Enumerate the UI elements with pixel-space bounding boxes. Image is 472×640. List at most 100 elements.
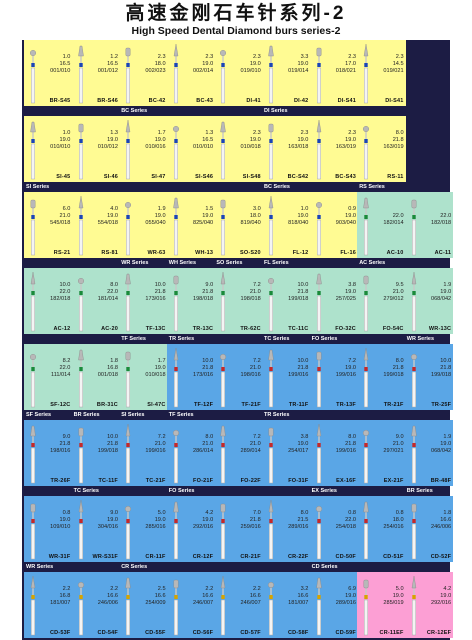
product-card[interactable]: 7.2 21.0 199/016 TC-21F — [119, 420, 168, 486]
product-card[interactable]: 1.5 19.0 825/040 WH-13 — [166, 192, 216, 258]
spec-line: 17.0 — [345, 61, 356, 67]
product-card[interactable]: 8.0 21.8 199/018 TR-21F — [357, 344, 406, 410]
spec-line: 2.2 — [62, 586, 71, 592]
product-card[interactable]: 3.8 19.0 254/017 FO-31F — [262, 420, 311, 486]
product-card[interactable]: 9.0 21.8 198/016 TR-26F — [24, 420, 73, 486]
product-card[interactable]: 9.0 21.0 297/021 EX-21F — [357, 420, 406, 486]
product-card[interactable]: 3.2 16.6 181/007 CD-58F — [262, 572, 311, 638]
product-card[interactable]: 10.0 21.8 199/018 TR-25F — [404, 344, 454, 410]
product-card[interactable]: 4.2 19.0 292/016 CR-12EF — [404, 572, 454, 638]
product-card[interactable]: 1.0 16.5 001/010 BR-S45 — [24, 40, 73, 106]
product-card[interactable]: 0.8 18.0 254/016 CD-51F — [357, 496, 406, 562]
product-card[interactable]: 2.3 19.0 163/018 BC-S42 — [262, 116, 311, 182]
product-card[interactable]: 2.3 19.0 002/014 BC-43 — [166, 40, 216, 106]
product-card[interactable]: 2.3 19.0 010/018 SI-S48 — [214, 116, 263, 182]
product-code: RS-21 — [53, 250, 71, 256]
product-code: AC-20 — [101, 326, 118, 332]
product-card[interactable]: 22.0 182/014 AC-10 — [357, 192, 406, 258]
product-card[interactable]: 9.0 21.8 198/018 TR-13C — [166, 268, 216, 334]
product-card[interactable]: 9.5 21.0 279/012 FO-54C — [357, 268, 406, 334]
product-card[interactable]: 8.2 22.0 111/014 SF-12C — [24, 344, 73, 410]
product-card[interactable]: 2.3 17.0 018/021 DI-S41 — [309, 40, 358, 106]
product-card[interactable]: 1.7 19.0 010/016 SI-47 — [119, 116, 168, 182]
product-card[interactable]: 1.0 19.0 818/040 FL-12 — [262, 192, 311, 258]
spec-line: 199/018 — [97, 448, 118, 454]
bur-icon — [220, 425, 227, 484]
product-card[interactable]: 8.0 21.0 286/014 FO-21F — [166, 420, 216, 486]
product-card[interactable]: 9.0 19.0 304/016 WR-S31F — [71, 496, 120, 562]
product-card[interactable]: 1.7 19.0 010/018 SI-47C — [119, 344, 168, 410]
product-code: TC-21F — [145, 478, 166, 484]
spec-line: 19.0 — [107, 137, 118, 143]
product-card[interactable]: 2.2 16.6 246/007 CD-56F — [166, 572, 216, 638]
product-card[interactable]: 10.0 21.8 199/016 TR-11F — [262, 344, 311, 410]
product-card[interactable]: 2.2 16.6 246/006 CD-54F — [71, 572, 120, 638]
product-card[interactable]: 6.9 19.0 289/016 CD-59F — [309, 572, 358, 638]
product-code: CD-52F — [430, 554, 452, 560]
product-card[interactable]: 3.8 19.0 257/025 FO-32C — [309, 268, 358, 334]
product-card[interactable]: 4.2 19.0 292/016 CR-12F — [166, 496, 216, 562]
product-card[interactable]: 1.3 16.5 010/010 SI-S46 — [166, 116, 216, 182]
product-card[interactable]: 2.5 16.6 254/009 CD-55F — [119, 572, 168, 638]
product-card[interactable]: 0.9 19.0 903/040 FL-16 — [309, 192, 358, 258]
spec-line: 8.0 — [395, 130, 404, 136]
spec-line: 19.0 — [154, 365, 166, 371]
product-card[interactable]: 4.0 19.0 554/018 RS-81 — [71, 192, 120, 258]
product-card[interactable]: 1.9 19.0 068/042 BR-48F — [404, 420, 454, 486]
product-card[interactable]: 10.0 21.8 199/018 TC-11C — [262, 268, 311, 334]
spec-line: 182/018 — [50, 296, 71, 302]
product-card[interactable]: 2.2 16.8 181/007 CD-53F — [24, 572, 73, 638]
product-card[interactable]: 2.2 16.6 246/007 CD-57F — [214, 572, 263, 638]
spec-line: 21.8 — [297, 365, 309, 371]
product-card[interactable]: 10.0 22.0 182/018 AC-12 — [24, 268, 73, 334]
product-card[interactable]: 7.2 21.0 289/014 FO-22F — [214, 420, 263, 486]
spec-line: 16.5 — [202, 137, 214, 143]
product-card[interactable]: 7.2 21.0 198/018 TR-62C — [214, 268, 263, 334]
product-card[interactable]: 1.9 19.0 055/040 WR-63 — [119, 192, 168, 258]
bur-icon — [125, 505, 132, 560]
spec-line: 21.8 — [154, 289, 166, 295]
product-card[interactable]: 5.0 19.0 285/019 CR-11EF — [357, 572, 406, 638]
product-card[interactable]: 8.0 21.5 289/016 CR-22F — [262, 496, 311, 562]
product-card[interactable]: 22.0 182/018 AC-11 — [404, 192, 454, 258]
product-card[interactable]: 3.3 19.0 019/014 DI-42 — [262, 40, 311, 106]
product-card[interactable]: 2.3 19.0 019/010 DI-41 — [214, 40, 263, 106]
product-card[interactable]: 10.0 21.8 199/018 TC-11F — [71, 420, 120, 486]
product-card[interactable]: 8.0 21.8 199/016 EX-16F — [309, 420, 358, 486]
spec-values: 1.8 16.8 001/018 — [86, 358, 118, 379]
product-card[interactable]: 8.0 21.8 163/019 RS-11 — [357, 116, 406, 182]
bur-icon — [30, 199, 36, 256]
product-card[interactable]: 8.0 22.0 181/014 AC-20 — [71, 268, 120, 334]
product-card[interactable]: 0.8 22.0 254/018 CD-50F — [309, 496, 358, 562]
spec-line: 2.2 — [253, 586, 261, 592]
product-code: CR-12EF — [426, 630, 452, 636]
spec-values: 0.8 18.0 254/016 — [372, 510, 404, 531]
product-card[interactable]: 7.2 21.0 198/016 TF-21F — [214, 344, 263, 410]
product-card[interactable]: 1.9 19.0 068/042 WR-13C — [404, 268, 454, 334]
spec-line: 9.0 — [395, 434, 404, 440]
product-card[interactable]: 2.3 18.0 002/023 BC-42 — [119, 40, 168, 106]
product-card[interactable]: 7.0 21.8 259/016 CR-21F — [214, 496, 263, 562]
product-card[interactable]: 1.3 19.0 010/012 SI-46 — [71, 116, 120, 182]
product-card[interactable]: 2.3 19.0 163/019 BC-S43 — [309, 116, 358, 182]
product-card[interactable]: 1.8 16.8 001/018 BR-31C — [71, 344, 120, 410]
product-card[interactable]: 10.0 21.8 173/016 TF-12F — [166, 344, 216, 410]
product-card[interactable]: 2.3 14.5 019/021 DI-S41 — [357, 40, 406, 106]
product-card[interactable]: 3.0 18.0 819/040 SO-S20 — [214, 192, 263, 258]
spec-line: 10.0 — [59, 282, 71, 288]
spec-line: 246/006 — [97, 600, 118, 606]
product-code: TR-13F — [336, 402, 356, 408]
product-card[interactable]: 10.0 21.8 173/016 TF-13C — [119, 268, 168, 334]
product-code: CD-56F — [192, 630, 214, 636]
product-card[interactable]: 1.2 16.5 001/012 BR-S46 — [71, 40, 120, 106]
product-card[interactable]: 1.8 16.6 246/006 CD-52F — [404, 496, 454, 562]
product-card[interactable]: 5.0 19.0 285/016 CR-11F — [119, 496, 168, 562]
product-card[interactable]: 7.2 19.0 199/016 TR-13F — [309, 344, 358, 410]
product-card[interactable]: 0.8 19.0 109/010 WR-31F — [24, 496, 73, 562]
spec-values: 1.9 19.0 055/040 — [134, 206, 165, 227]
product-code: AC-10 — [386, 250, 404, 256]
product-card[interactable]: 1.0 19.0 010/010 SI-45 — [24, 116, 73, 182]
product-card[interactable]: 6.0 21.0 545/018 RS-21 — [24, 192, 73, 258]
spec-line: 0.8 — [395, 510, 404, 516]
spec-line: 297/021 — [383, 448, 404, 454]
